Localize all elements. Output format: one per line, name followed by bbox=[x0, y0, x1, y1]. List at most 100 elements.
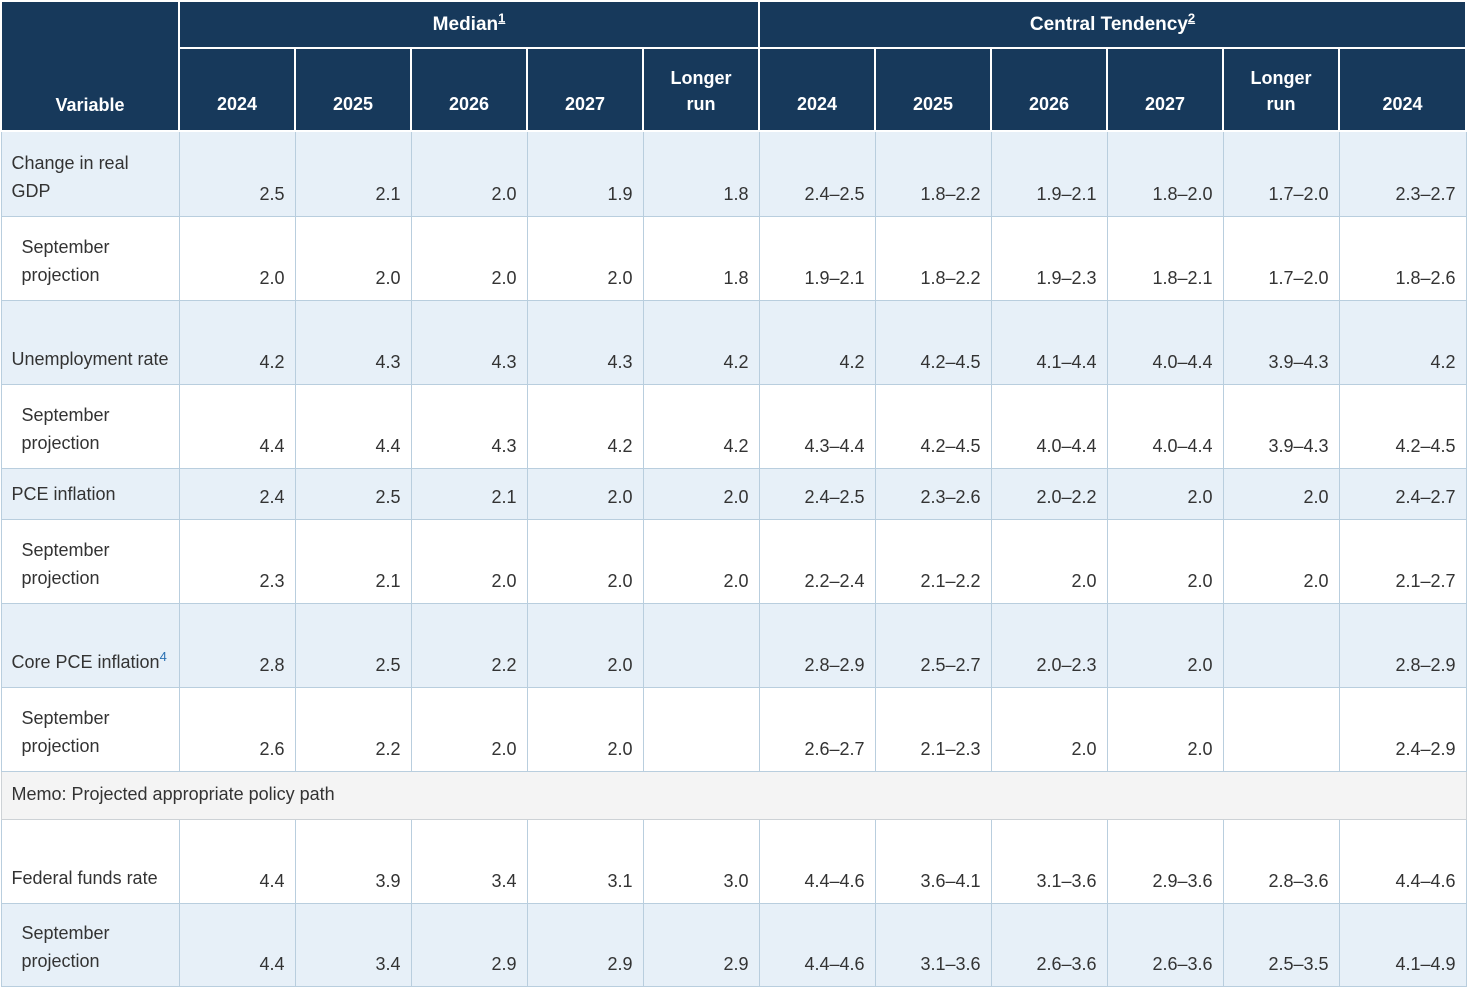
value-cell: 2.1–2.2 bbox=[874, 518, 992, 604]
value-cell: 2.0 bbox=[410, 215, 528, 301]
value-cell: 2.5 bbox=[178, 130, 296, 217]
value-cell: 4.0–4.4 bbox=[1106, 299, 1224, 385]
table-row: Federal funds rate 4.4 3.9 3.4 3.1 3.0 4.4–4.6… bbox=[0, 818, 1467, 904]
value-cell: 2.9 bbox=[526, 902, 644, 987]
year-header: 2025 bbox=[294, 47, 412, 132]
value-cell: 2.3–2.7 bbox=[1338, 130, 1467, 217]
row-label: September projection bbox=[0, 686, 180, 772]
value-cell: 2.2 bbox=[410, 602, 528, 688]
year-header: 2025 bbox=[874, 47, 993, 132]
value-cell: 4.4 bbox=[294, 383, 412, 469]
value-cell: 1.8 bbox=[642, 215, 760, 301]
value-cell: 2.6 bbox=[178, 686, 296, 772]
header-group-row: Variable Median1 Central Tendency2 bbox=[0, 0, 1467, 132]
value-cell: 2.8–3.6 bbox=[1222, 818, 1340, 904]
value-cell: 1.9–2.3 bbox=[990, 215, 1108, 301]
value-cell: 3.4 bbox=[294, 902, 412, 987]
value-cell: 1.9 bbox=[526, 130, 644, 217]
footnote-ref-link[interactable]: 1 bbox=[498, 10, 506, 26]
value-cell: 2.0 bbox=[1106, 518, 1224, 604]
value-cell: 2.0 bbox=[294, 215, 412, 301]
value-cell: 4.1–4.4 bbox=[990, 299, 1108, 385]
year-header: 2026 bbox=[990, 47, 1109, 132]
value-cell: 2.0 bbox=[1106, 686, 1224, 772]
value-cell bbox=[642, 602, 760, 688]
value-cell: 3.9 bbox=[294, 818, 412, 904]
row-label: Change in real GDP bbox=[0, 130, 180, 217]
value-cell: 2.0 bbox=[178, 215, 296, 301]
value-cell: 4.4–4.6 bbox=[1338, 818, 1467, 904]
footnote-ref-link[interactable]: 2 bbox=[1187, 10, 1196, 26]
value-cell: 2.5 bbox=[294, 467, 412, 520]
group-header-central-tendency: Central Tendency2 bbox=[758, 0, 1467, 49]
year-header: 2027 bbox=[526, 47, 644, 132]
value-cell: 2.9 bbox=[410, 902, 528, 987]
value-cell: 2.0–2.3 bbox=[990, 602, 1108, 688]
table-row: September projection 2.6 2.2 2.0 2.0 2.6–2.7 2… bbox=[0, 686, 1467, 772]
value-cell: 2.3 bbox=[178, 518, 296, 604]
year-header: 2024 bbox=[178, 47, 296, 132]
value-cell: 4.4 bbox=[178, 383, 296, 469]
value-cell bbox=[1222, 686, 1340, 772]
table-row: September projection 2.3 2.1 2.0 2.0 2.0 2.2–2… bbox=[0, 518, 1467, 604]
value-cell: 2.0 bbox=[526, 602, 644, 688]
year-header: 2026 bbox=[410, 47, 528, 132]
value-cell bbox=[1222, 602, 1340, 688]
value-cell: 2.8–2.9 bbox=[758, 602, 876, 688]
value-cell: 4.3 bbox=[410, 299, 528, 385]
header-year-row: 2024 2025 2026 2027 Longer run 2024 2025 2026 20… bbox=[1, 47, 1467, 132]
value-cell: 2.1 bbox=[294, 518, 412, 604]
value-cell: 4.3–4.4 bbox=[758, 383, 876, 469]
value-cell: 1.9–2.1 bbox=[758, 215, 876, 301]
row-label: Core PCE inflation4 bbox=[0, 602, 180, 688]
table-row: September projection 4.4 4.4 4.3 4.2 4.2 4.3–4… bbox=[0, 383, 1467, 469]
value-cell: 4.2 bbox=[1338, 299, 1467, 385]
value-cell: 2.2–2.4 bbox=[758, 518, 876, 604]
value-cell: 4.3 bbox=[410, 383, 528, 469]
footnote-ref-link[interactable]: 4 bbox=[159, 648, 167, 664]
value-cell: 2.5–2.7 bbox=[874, 602, 992, 688]
row-label: Unemployment rate bbox=[0, 299, 180, 385]
value-cell: 2.4 bbox=[178, 467, 296, 520]
value-cell: 1.8–2.6 bbox=[1338, 215, 1467, 301]
value-cell: 2.4–2.5 bbox=[758, 467, 876, 520]
year-header: 2024 bbox=[1338, 47, 1467, 132]
group-header-median: Median1 bbox=[177, 0, 761, 49]
value-cell: 3.1 bbox=[526, 818, 644, 904]
value-cell: 1.8–2.2 bbox=[874, 215, 992, 301]
variable-header: Variable bbox=[0, 0, 180, 132]
value-cell: 1.8–2.2 bbox=[874, 130, 992, 217]
value-cell: 4.4 bbox=[178, 902, 296, 987]
year-header: 2024 bbox=[758, 47, 877, 132]
value-cell: 2.0 bbox=[642, 518, 760, 604]
value-cell: 2.0 bbox=[526, 518, 644, 604]
year-header: 2027 bbox=[1106, 47, 1225, 132]
value-cell: 2.4–2.9 bbox=[1338, 686, 1467, 772]
memo-row: Memo: Projected appropriate policy path bbox=[0, 770, 1467, 820]
memo-label: Memo: Projected appropriate policy path bbox=[0, 770, 1467, 820]
value-cell: 4.2 bbox=[178, 299, 296, 385]
value-cell: 4.4–4.6 bbox=[758, 818, 876, 904]
table-row: Unemployment rate 4.2 4.3 4.3 4.3 4.2 4.2 4.2–4… bbox=[0, 299, 1467, 385]
value-cell: 3.1–3.6 bbox=[874, 902, 992, 987]
value-cell: 4.2–4.5 bbox=[874, 299, 992, 385]
value-cell: 2.1 bbox=[410, 467, 528, 520]
value-cell: 2.0 bbox=[1106, 602, 1224, 688]
value-cell: 4.2–4.5 bbox=[874, 383, 992, 469]
value-cell: 2.0 bbox=[410, 130, 528, 217]
value-cell: 2.1–2.3 bbox=[874, 686, 992, 772]
value-cell: 2.0 bbox=[990, 686, 1108, 772]
value-cell: 4.2 bbox=[526, 383, 644, 469]
value-cell: 2.0 bbox=[642, 467, 760, 520]
value-cell: 2.0 bbox=[526, 215, 644, 301]
table-body: Change in real GDP 2.5 2.1 2.0 1.9 1.8 2.4–2.5… bbox=[0, 130, 1467, 987]
value-cell: 2.0 bbox=[526, 686, 644, 772]
table-row: September projection 4.4 3.4 2.9 2.9 2.9 4.4–4… bbox=[0, 902, 1467, 987]
value-cell: 3.4 bbox=[410, 818, 528, 904]
value-cell: 2.6–3.6 bbox=[990, 902, 1108, 987]
value-cell: 2.1 bbox=[294, 130, 412, 217]
value-cell: 2.5 bbox=[294, 602, 412, 688]
value-cell: 2.6–3.6 bbox=[1106, 902, 1224, 987]
